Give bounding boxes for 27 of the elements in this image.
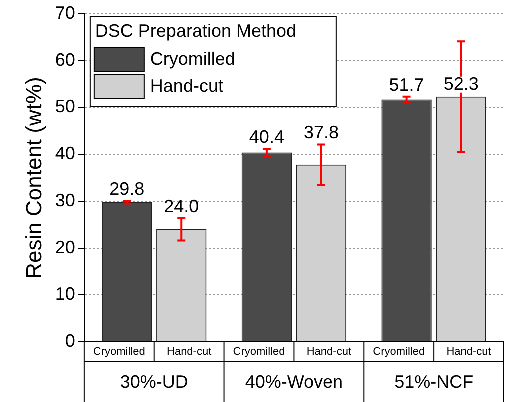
y-tick-label: 20 (55, 237, 76, 258)
x-tick-label: 30%-UD (120, 372, 188, 392)
legend-label: Cryomilled (150, 48, 236, 69)
text: Hand-cut (446, 346, 492, 358)
y-tick-label: 10 (55, 284, 76, 304)
text: Cryomilled (233, 346, 286, 358)
y-axis-title: Resin Content (wt%) (21, 77, 46, 279)
legend-title: DSC Preparation Method (95, 20, 297, 41)
data-label: 24.0 (164, 196, 200, 216)
text: Cryomilled (93, 346, 146, 358)
y-tick-label: 30 (55, 190, 76, 210)
data-label: 37.8 (304, 122, 340, 143)
y-tick-label: 60 (55, 50, 76, 70)
x-tick-label: 40%-Woven (245, 372, 344, 392)
text: Cryomilled (373, 346, 426, 358)
x-tick-label: 51%-NCF (394, 372, 474, 392)
data-label: 52.3 (444, 74, 479, 94)
data-label: 29.8 (110, 178, 145, 199)
y-tick-label: 40 (55, 144, 76, 164)
y-tick-label: 70 (55, 2, 76, 23)
legend-label: Hand-cut (150, 76, 224, 96)
data-label: 51.7 (389, 74, 424, 95)
y-tick-label: 50 (55, 96, 76, 117)
text: Hand-cut (166, 346, 212, 358)
y-tick-label: 0 (65, 330, 76, 351)
text: Hand-cut (306, 346, 352, 358)
data-label: 40.4 (249, 126, 284, 147)
